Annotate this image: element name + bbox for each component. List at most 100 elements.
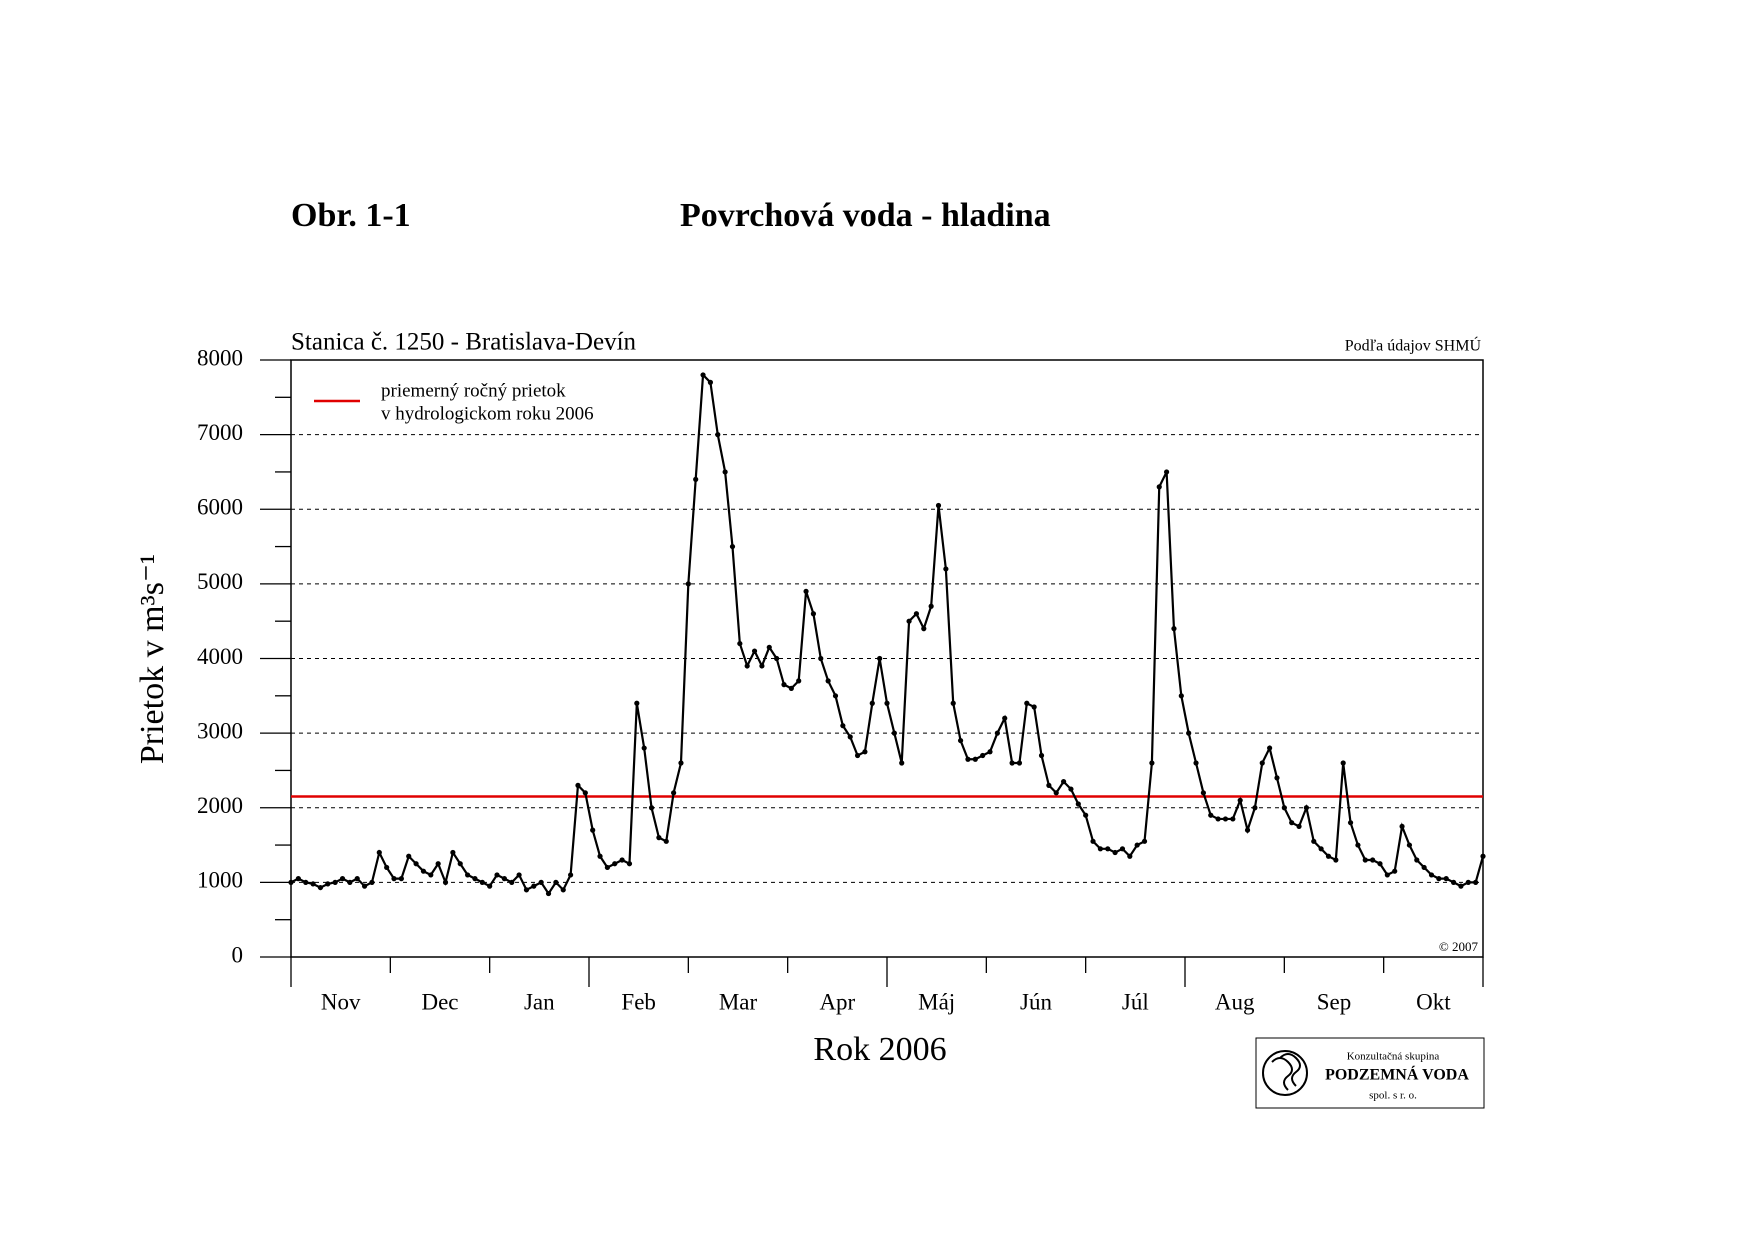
subtitle: Stanica č. 1250 - Bratislava-Devín — [291, 329, 637, 356]
data-point — [722, 469, 728, 475]
chart-title: Povrchová voda - hladina — [680, 197, 1051, 234]
data-point — [1340, 760, 1346, 766]
data-point — [590, 827, 596, 833]
data-point — [913, 611, 920, 617]
data-point — [943, 566, 949, 572]
y-tick-label: 2000 — [197, 793, 243, 818]
data-point — [1414, 857, 1420, 863]
data-point — [391, 876, 397, 882]
data-point — [406, 853, 412, 859]
x-tick-label: Nov — [321, 989, 361, 1014]
logo-bottom: spol. s r. o. — [1369, 1090, 1417, 1102]
data-point — [413, 861, 419, 867]
source: Podľa údajov SHMÚ — [1345, 336, 1482, 355]
x-axis-label: Rok 2006 — [813, 1031, 946, 1068]
data-point — [435, 861, 441, 867]
data-point — [568, 872, 574, 878]
data-point — [1377, 861, 1383, 867]
data-point — [707, 379, 714, 385]
y-tick-label: 5000 — [197, 569, 243, 594]
x-tick-label: Okt — [1416, 989, 1451, 1014]
data-point — [788, 685, 794, 691]
data-point — [398, 876, 404, 882]
data-point — [1230, 816, 1236, 822]
data-point — [641, 745, 647, 751]
data-point — [877, 655, 883, 662]
figure-label: Obr. 1-1 — [291, 197, 411, 234]
data-point — [1259, 760, 1265, 766]
data-point — [1031, 704, 1037, 710]
data-point — [1325, 853, 1332, 859]
data-point — [376, 849, 382, 856]
data-point — [1222, 816, 1229, 822]
data-point — [1134, 842, 1140, 848]
data-point — [317, 884, 324, 891]
data-point — [1105, 846, 1111, 852]
data-point — [310, 881, 316, 887]
data-point — [854, 752, 861, 759]
data-point — [560, 887, 566, 893]
data-point — [1193, 760, 1199, 766]
data-point — [347, 879, 353, 885]
data-point — [1333, 857, 1339, 863]
data-point — [509, 879, 515, 885]
data-point — [862, 749, 868, 755]
x-tick-label: Mar — [719, 989, 758, 1014]
data-point — [1303, 805, 1310, 811]
x-tick-label: Feb — [621, 989, 656, 1014]
data-point — [1392, 868, 1398, 874]
data-point — [700, 372, 706, 378]
logo-name: PODZEMNÁ VODA — [1325, 1065, 1469, 1084]
data-point — [1267, 745, 1273, 751]
data-point — [1370, 857, 1376, 863]
data-point — [656, 835, 662, 841]
y-tick-label: 1000 — [197, 868, 243, 893]
y-tick-label: 3000 — [197, 718, 243, 743]
data-point — [1002, 715, 1008, 721]
data-point — [678, 760, 684, 766]
y-tick-label: 6000 — [197, 495, 243, 520]
data-point — [972, 756, 978, 762]
data-point — [1281, 805, 1287, 811]
data-point — [1347, 820, 1354, 826]
data-point — [1119, 846, 1126, 852]
data-point — [472, 876, 478, 882]
legend-label: priemerný ročný prietok — [381, 380, 566, 401]
data-point — [1060, 779, 1067, 785]
data-point — [523, 887, 530, 893]
data-point — [899, 760, 905, 766]
data-point — [1200, 790, 1206, 796]
data-point — [774, 655, 780, 662]
logo: Konzultačná skupina PODZEMNÁ VODA spol. … — [1255, 1037, 1485, 1109]
data-point — [626, 861, 633, 867]
data-point — [457, 861, 463, 867]
data-point — [1097, 846, 1103, 852]
y-axis-label: Prietok v m³s⁻¹ — [134, 554, 171, 764]
data-point — [332, 879, 338, 885]
data-point — [1141, 838, 1148, 844]
data-point — [729, 543, 736, 550]
y-tick-label: 0 — [232, 942, 244, 967]
data-point — [685, 581, 691, 587]
data-point — [612, 861, 618, 867]
data-point — [597, 853, 603, 859]
y-tick-label: 4000 — [197, 644, 243, 669]
data-point — [950, 700, 956, 706]
data-point — [428, 872, 434, 878]
data-point — [759, 663, 765, 669]
data-point — [921, 626, 927, 632]
data-point — [803, 588, 809, 594]
x-tick-label: Aug — [1215, 989, 1255, 1014]
logo-icon — [1271, 1053, 1301, 1091]
data-point — [884, 700, 890, 706]
x-tick-label: Jún — [1020, 989, 1052, 1014]
data-point — [810, 611, 817, 617]
x-tick-label: Máj — [918, 989, 955, 1014]
data-point — [1252, 805, 1258, 811]
data-point — [361, 883, 368, 889]
data-point — [1178, 693, 1184, 699]
logo-box — [1255, 1037, 1485, 1109]
data-point — [1046, 782, 1052, 788]
data-point — [1450, 879, 1457, 885]
